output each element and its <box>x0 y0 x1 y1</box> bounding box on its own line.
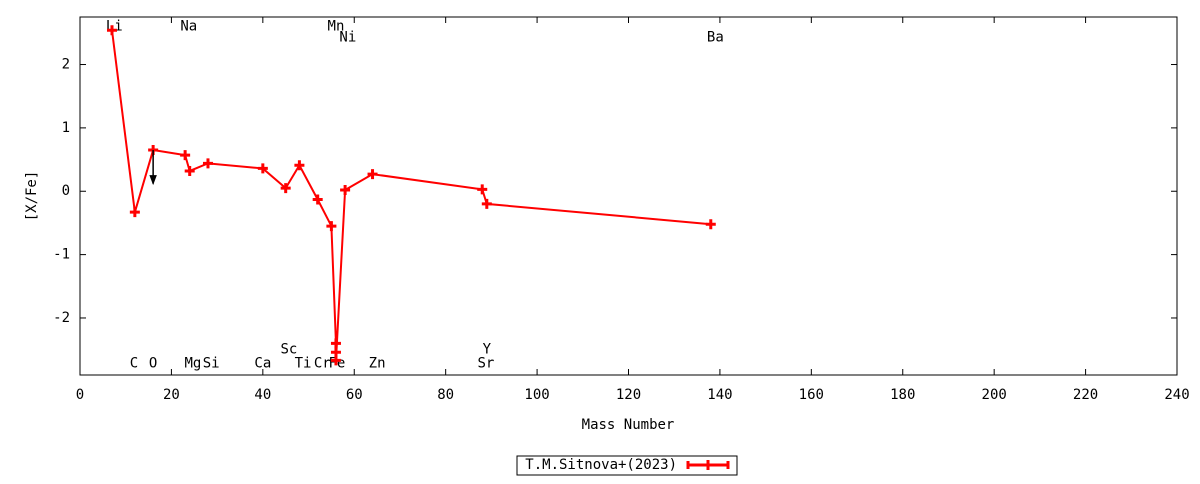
element-label: Na <box>180 19 197 35</box>
element-label: Sc <box>280 342 297 358</box>
data-point <box>477 184 488 195</box>
element-label: Mg <box>184 356 201 372</box>
x-axis-label: Mass Number <box>582 417 675 433</box>
element-label: Si <box>203 356 220 372</box>
element-label: C <box>130 356 138 372</box>
x-tick-label: 100 <box>524 387 549 403</box>
data-point <box>481 198 492 209</box>
y-tick-label: -2 <box>53 310 70 326</box>
data-point <box>280 183 291 194</box>
x-tick-label: 200 <box>982 387 1007 403</box>
data-point <box>340 184 351 195</box>
data-point <box>129 207 140 218</box>
series-line <box>111 30 711 361</box>
element-label: Cr <box>314 356 331 372</box>
y-tick-label: 0 <box>62 183 70 199</box>
x-tick-label: 180 <box>890 387 915 403</box>
data-point <box>184 165 195 176</box>
data-point <box>180 150 191 161</box>
legend-box <box>516 455 738 476</box>
element-label: Mn <box>328 19 345 35</box>
element-label: Ti <box>295 356 312 372</box>
x-tick-label: 80 <box>437 387 454 403</box>
data-point <box>202 158 213 169</box>
data-point <box>312 194 323 205</box>
element-label: Ni <box>339 29 356 45</box>
element-label: Y <box>483 342 492 358</box>
element-label: Ba <box>707 29 724 45</box>
x-tick-label: 0 <box>76 387 84 403</box>
element-label: O <box>149 356 157 372</box>
legend-end <box>686 461 730 469</box>
arrow-head <box>149 175 157 186</box>
element-label: Sr <box>477 356 494 372</box>
element-label: Zn <box>369 356 386 372</box>
data-point <box>330 355 341 366</box>
data-point <box>294 160 305 171</box>
x-tick-label: 160 <box>799 387 824 403</box>
plot-frame <box>79 16 1178 376</box>
element-label: Ca <box>254 356 271 372</box>
legend-label: T.M.Sitnova+(2023) <box>525 457 677 473</box>
x-tick-label: 140 <box>707 387 732 403</box>
data-point <box>106 25 117 36</box>
data-point <box>326 221 337 232</box>
x-tick-label: 20 <box>163 387 180 403</box>
y-axis-label: [X/Fe] <box>24 171 40 222</box>
x-tick-label: 220 <box>1073 387 1098 403</box>
x-tick-label: 60 <box>346 387 363 403</box>
legend-marker <box>703 460 713 470</box>
y-tick-label: -1 <box>53 247 70 263</box>
x-tick-label: 120 <box>616 387 641 403</box>
element-label: Li <box>106 19 123 35</box>
x-tick-label: 40 <box>254 387 271 403</box>
y-tick-label: 2 <box>62 57 70 73</box>
x-tick-label: 240 <box>1164 387 1189 403</box>
data-point <box>367 169 378 180</box>
data-point <box>705 219 716 230</box>
data-point <box>330 338 341 349</box>
y-tick-label: 1 <box>62 120 70 136</box>
data-point <box>257 163 268 174</box>
